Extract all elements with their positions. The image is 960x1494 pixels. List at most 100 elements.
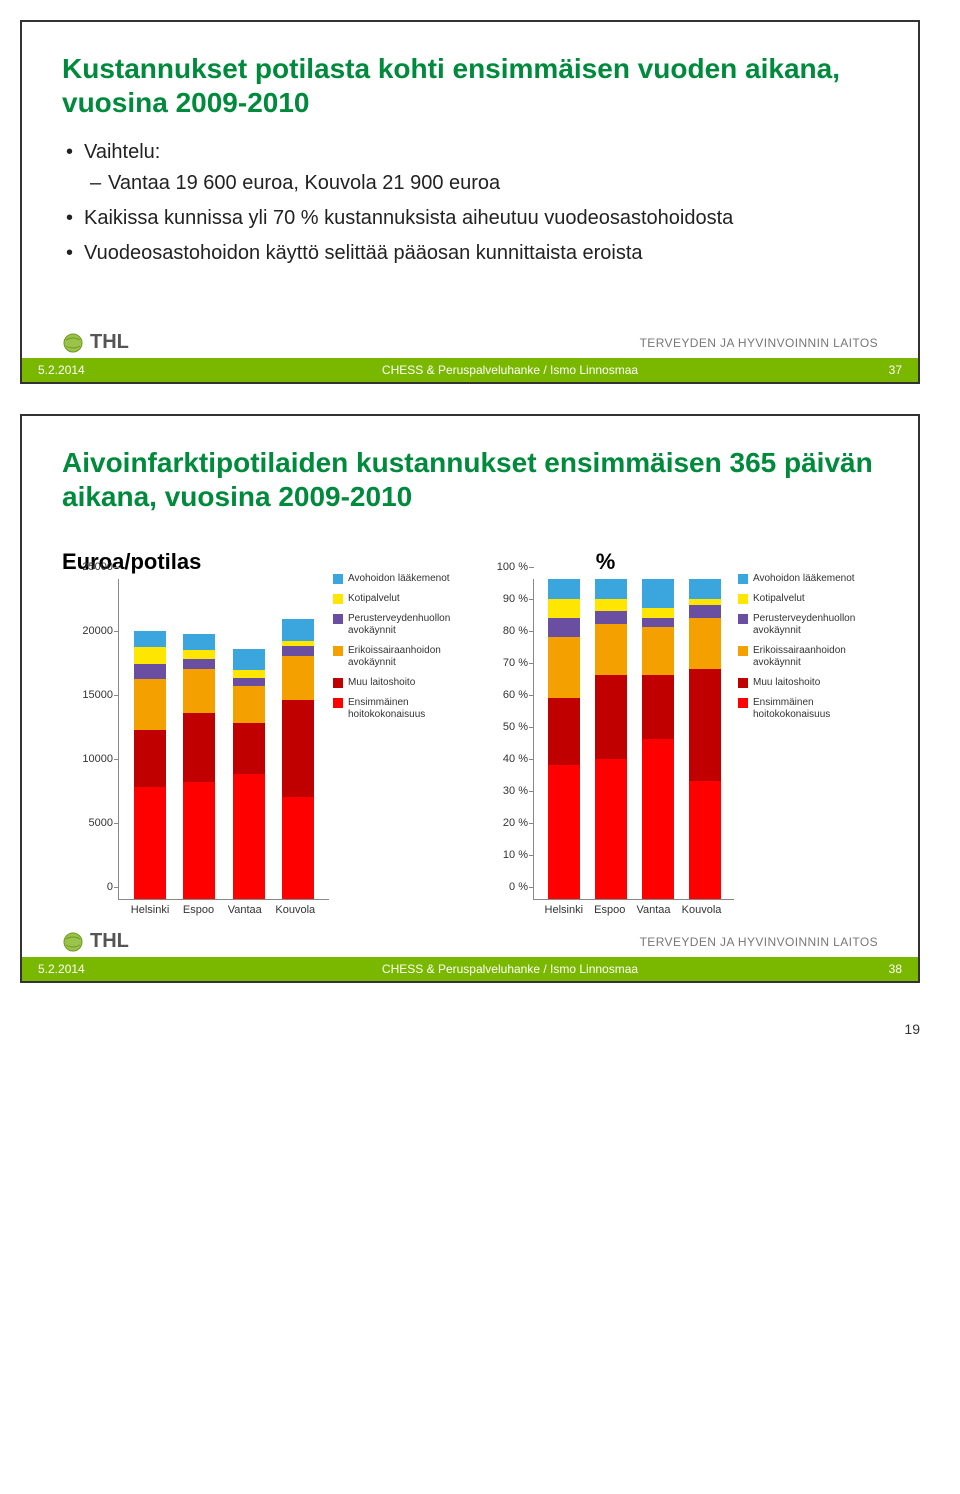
y-tick: 20000 bbox=[63, 625, 113, 637]
y-tick: 80 % bbox=[478, 625, 528, 637]
legend-swatch bbox=[738, 678, 748, 688]
legend-item: Ensimmäinen hoitokokonaisuus bbox=[333, 697, 473, 721]
bar-segment bbox=[548, 765, 580, 899]
footer-center: CHESS & Peruspalveluhanke / Ismo Linnosm… bbox=[178, 962, 842, 976]
bar bbox=[134, 631, 166, 900]
bar bbox=[689, 579, 721, 899]
x-labels: HelsinkiEspooVantaaKouvola bbox=[118, 900, 328, 916]
x-label: Kouvola bbox=[682, 904, 722, 916]
bar bbox=[595, 579, 627, 899]
legend-item: Muu laitoshoito bbox=[738, 677, 878, 689]
bar bbox=[548, 579, 580, 899]
bar-segment bbox=[183, 713, 215, 782]
bar-segment bbox=[183, 669, 215, 713]
bar bbox=[282, 619, 314, 899]
slide-title: Kustannukset potilasta kohti ensimmäisen… bbox=[62, 52, 878, 119]
bars bbox=[119, 579, 329, 899]
legend-item: Ensimmäinen hoitokokonaisuus bbox=[738, 697, 878, 721]
legend-swatch bbox=[333, 594, 343, 604]
footer-page: 37 bbox=[842, 363, 902, 377]
bar-segment bbox=[134, 787, 166, 900]
slide-title: Aivoinfarktipotilaiden kustannukset ensi… bbox=[62, 446, 878, 513]
bar-segment bbox=[595, 611, 627, 624]
bar-segment bbox=[689, 618, 721, 669]
bar-segment bbox=[642, 675, 674, 739]
sub-item: Vantaa 19 600 euroa, Kouvola 21 900 euro… bbox=[84, 170, 878, 197]
y-tick: 60 % bbox=[478, 689, 528, 701]
legend: Avohoidon lääkemenot Kotipalvelut Peruster… bbox=[333, 533, 473, 721]
legend-label: Ensimmäinen hoitokokonaisuus bbox=[753, 697, 878, 721]
legend-swatch bbox=[738, 574, 748, 584]
footer-date: 5.2.2014 bbox=[38, 962, 178, 976]
slide-1: Kustannukset potilasta kohti ensimmäisen… bbox=[20, 20, 920, 384]
legend-swatch bbox=[738, 594, 748, 604]
bar-segment bbox=[595, 599, 627, 612]
bar-segment bbox=[233, 774, 265, 899]
bar-segment bbox=[233, 670, 265, 678]
bar-segment bbox=[642, 608, 674, 618]
x-label: Vantaa bbox=[636, 904, 670, 916]
bar-segment bbox=[134, 664, 166, 679]
thl-name: THL bbox=[90, 930, 129, 953]
x-label: Kouvola bbox=[275, 904, 315, 916]
bars bbox=[534, 579, 734, 899]
legend: Avohoidon lääkemenot Kotipalvelut Peruster… bbox=[738, 533, 878, 721]
bar-segment bbox=[548, 698, 580, 765]
x-label: Vantaa bbox=[228, 904, 262, 916]
legend-label: Erikoissairaanhoidon avokäynnit bbox=[348, 645, 473, 669]
x-label: Espoo bbox=[183, 904, 214, 916]
footer-center: CHESS & Peruspalveluhanke / Ismo Linnosm… bbox=[178, 363, 842, 377]
bar-segment bbox=[134, 679, 166, 730]
bar-segment bbox=[282, 797, 314, 899]
logo-row: THL TERVEYDEN JA HYVINVOINNIN LAITOS bbox=[62, 327, 878, 358]
legend-item: Kotipalvelut bbox=[738, 593, 878, 605]
thl-tag: TERVEYDEN JA HYVINVOINNIN LAITOS bbox=[640, 935, 878, 949]
chart-euroa: Euroa/potilas 0500010000150002000025000 … bbox=[62, 533, 329, 916]
bar-segment bbox=[595, 624, 627, 675]
bar-segment bbox=[183, 659, 215, 669]
bar-segment bbox=[282, 646, 314, 656]
bar-segment bbox=[595, 675, 627, 758]
bullet-item: Vuodeosastohoidon käyttö selittää pääosa… bbox=[62, 240, 878, 267]
y-tick: 10000 bbox=[63, 753, 113, 765]
bar-segment bbox=[183, 634, 215, 649]
bar-segment bbox=[642, 579, 674, 608]
legend-label: Avohoidon lääkemenot bbox=[348, 573, 450, 585]
bar-segment bbox=[689, 605, 721, 618]
thl-tag: TERVEYDEN JA HYVINVOINNIN LAITOS bbox=[640, 336, 878, 350]
legend-swatch bbox=[738, 698, 748, 708]
footer-bar: 5.2.2014 CHESS & Peruspalveluhanke / Ism… bbox=[22, 358, 918, 382]
bar-segment bbox=[689, 781, 721, 899]
y-tick: 20 % bbox=[478, 817, 528, 829]
bar-segment bbox=[282, 619, 314, 641]
footer-page: 38 bbox=[842, 962, 902, 976]
legend-swatch bbox=[333, 646, 343, 656]
y-tick: 5000 bbox=[63, 817, 113, 829]
bar-segment bbox=[282, 700, 314, 797]
legend-item: Kotipalvelut bbox=[333, 593, 473, 605]
y-tick: 40 % bbox=[478, 753, 528, 765]
x-label: Espoo bbox=[594, 904, 625, 916]
bar-segment bbox=[595, 579, 627, 598]
bar-segment bbox=[233, 649, 265, 671]
legend-item: Muu laitoshoito bbox=[333, 677, 473, 689]
bullet-item: Kaikissa kunnissa yli 70 % kustannuksist… bbox=[62, 205, 878, 232]
bar-segment bbox=[233, 686, 265, 723]
thl-logo: THL bbox=[62, 331, 129, 354]
legend-label: Avohoidon lääkemenot bbox=[753, 573, 855, 585]
y-tick: 25000 bbox=[63, 561, 113, 573]
y-tick: 50 % bbox=[478, 721, 528, 733]
bullet-list: Vaihtelu: Vantaa 19 600 euroa, Kouvola 2… bbox=[62, 139, 878, 267]
legend-item: Perusterveydenhuollon avokäynnit bbox=[333, 613, 473, 637]
bar-segment bbox=[642, 739, 674, 899]
globe-icon bbox=[62, 931, 84, 953]
bar-segment bbox=[642, 627, 674, 675]
bar-segment bbox=[595, 759, 627, 900]
bar bbox=[233, 649, 265, 900]
thl-name: THL bbox=[90, 331, 129, 354]
chart-area: 0500010000150002000025000 bbox=[118, 579, 329, 900]
legend-label: Muu laitoshoito bbox=[753, 677, 820, 689]
legend-item: Perusterveydenhuollon avokäynnit bbox=[738, 613, 878, 637]
bar-segment bbox=[548, 599, 580, 618]
bar-segment bbox=[282, 656, 314, 700]
